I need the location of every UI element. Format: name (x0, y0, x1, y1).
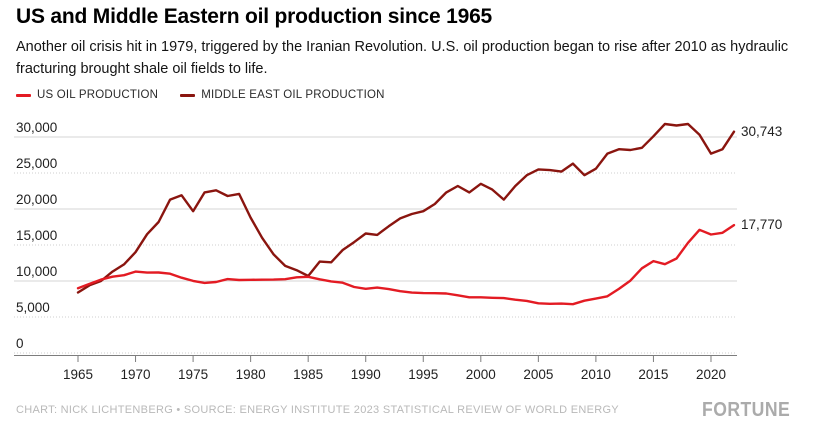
middle-east-series-line (76, 122, 736, 294)
legend-item-middle-east: MIDDLE EAST OIL PRODUCTION (180, 89, 384, 101)
chart-legend: US OIL PRODUCTION MIDDLE EAST OIL PRODUC… (16, 89, 385, 101)
us-series-line (76, 223, 736, 306)
chart-subtitle: Another oil crisis hit in 1979, triggere… (16, 39, 789, 77)
middle-east-series-swatch (180, 93, 196, 97)
source-credit: CHART: NICK LICHTENBERG • SOURCE: ENERGY… (16, 404, 619, 416)
page-title: US and Middle Eastern oil production sin… (16, 5, 493, 28)
legend-label-middle-east: MIDDLE EAST OIL PRODUCTION (201, 89, 385, 101)
legend-label-us: US OIL PRODUCTION (37, 89, 159, 101)
us-series-swatch (16, 93, 31, 97)
legend-item-us: US OIL PRODUCTION (16, 89, 158, 101)
fortune-logo: FORTUNE (701, 399, 790, 421)
